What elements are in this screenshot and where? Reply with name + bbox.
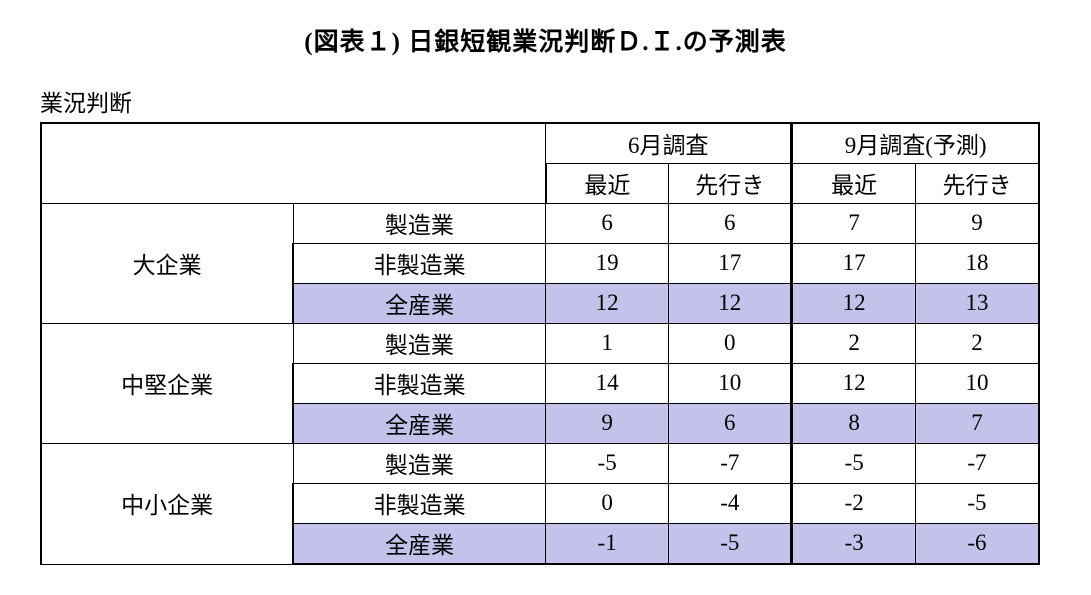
cat-mid: 中堅企業	[41, 324, 293, 444]
cell: 6	[669, 204, 792, 244]
cell: 12	[792, 284, 916, 324]
cell: 17	[792, 244, 916, 284]
cell: 0	[669, 324, 792, 364]
cell: 1	[546, 324, 669, 364]
cell: -7	[915, 444, 1039, 484]
ind-nonmfg: 非製造業	[293, 364, 545, 404]
cell: 7	[915, 404, 1039, 444]
col-jun: 6月調査	[546, 123, 792, 164]
cell: -1	[546, 524, 669, 565]
table-caption: 業況判断	[40, 84, 1051, 118]
cell: 0	[546, 484, 669, 524]
cell: -6	[915, 524, 1039, 565]
cell: 6	[669, 404, 792, 444]
di-table: 6月調査 9月調査(予測) 最近 先行き 最近 先行き 大企業 製造業 6 6 …	[40, 122, 1040, 565]
header-blank	[293, 123, 545, 204]
col-recent: 最近	[546, 164, 669, 204]
header-row-1: 6月調査 9月調査(予測)	[41, 123, 1039, 164]
col-outlook: 先行き	[915, 164, 1039, 204]
ind-mfg: 製造業	[293, 444, 545, 484]
ind-nonmfg: 非製造業	[293, 244, 545, 284]
col-recent: 最近	[792, 164, 916, 204]
page-title: (図表１) 日銀短観業況判断Ｄ.Ｉ.の予測表	[40, 22, 1051, 58]
cell: 9	[546, 404, 669, 444]
col-sep: 9月調査(予測)	[792, 123, 1039, 164]
cell: 12	[669, 284, 792, 324]
cell: 2	[792, 324, 916, 364]
cell: 6	[546, 204, 669, 244]
cell: 13	[915, 284, 1039, 324]
page: (図表１) 日銀短観業況判断Ｄ.Ｉ.の予測表 業況判断 6月調査 9月調査(予測…	[0, 0, 1091, 595]
cell: -5	[546, 444, 669, 484]
cell: 2	[915, 324, 1039, 364]
cell: 10	[669, 364, 792, 404]
cell: -2	[792, 484, 916, 524]
header-blank	[41, 123, 293, 204]
col-outlook: 先行き	[669, 164, 792, 204]
ind-all: 全産業	[293, 284, 545, 324]
ind-all: 全産業	[293, 524, 545, 565]
ind-nonmfg: 非製造業	[293, 484, 545, 524]
cell: 10	[915, 364, 1039, 404]
cell: -4	[669, 484, 792, 524]
cat-large: 大企業	[41, 204, 293, 324]
cat-small: 中小企業	[41, 444, 293, 565]
cell: -5	[792, 444, 916, 484]
cell: -7	[669, 444, 792, 484]
cell: 19	[546, 244, 669, 284]
table-row: 大企業 製造業 6 6 7 9	[41, 204, 1039, 244]
cell: 14	[546, 364, 669, 404]
table-row: 中小企業 製造業 -5 -7 -5 -7	[41, 444, 1039, 484]
ind-mfg: 製造業	[293, 204, 545, 244]
cell: 7	[792, 204, 916, 244]
ind-mfg: 製造業	[293, 324, 545, 364]
cell: -5	[915, 484, 1039, 524]
cell: 8	[792, 404, 916, 444]
cell: 12	[546, 284, 669, 324]
cell: -5	[669, 524, 792, 565]
cell: -3	[792, 524, 916, 565]
cell: 18	[915, 244, 1039, 284]
cell: 12	[792, 364, 916, 404]
ind-all: 全産業	[293, 404, 545, 444]
cell: 9	[915, 204, 1039, 244]
cell: 17	[669, 244, 792, 284]
table-row: 中堅企業 製造業 1 0 2 2	[41, 324, 1039, 364]
